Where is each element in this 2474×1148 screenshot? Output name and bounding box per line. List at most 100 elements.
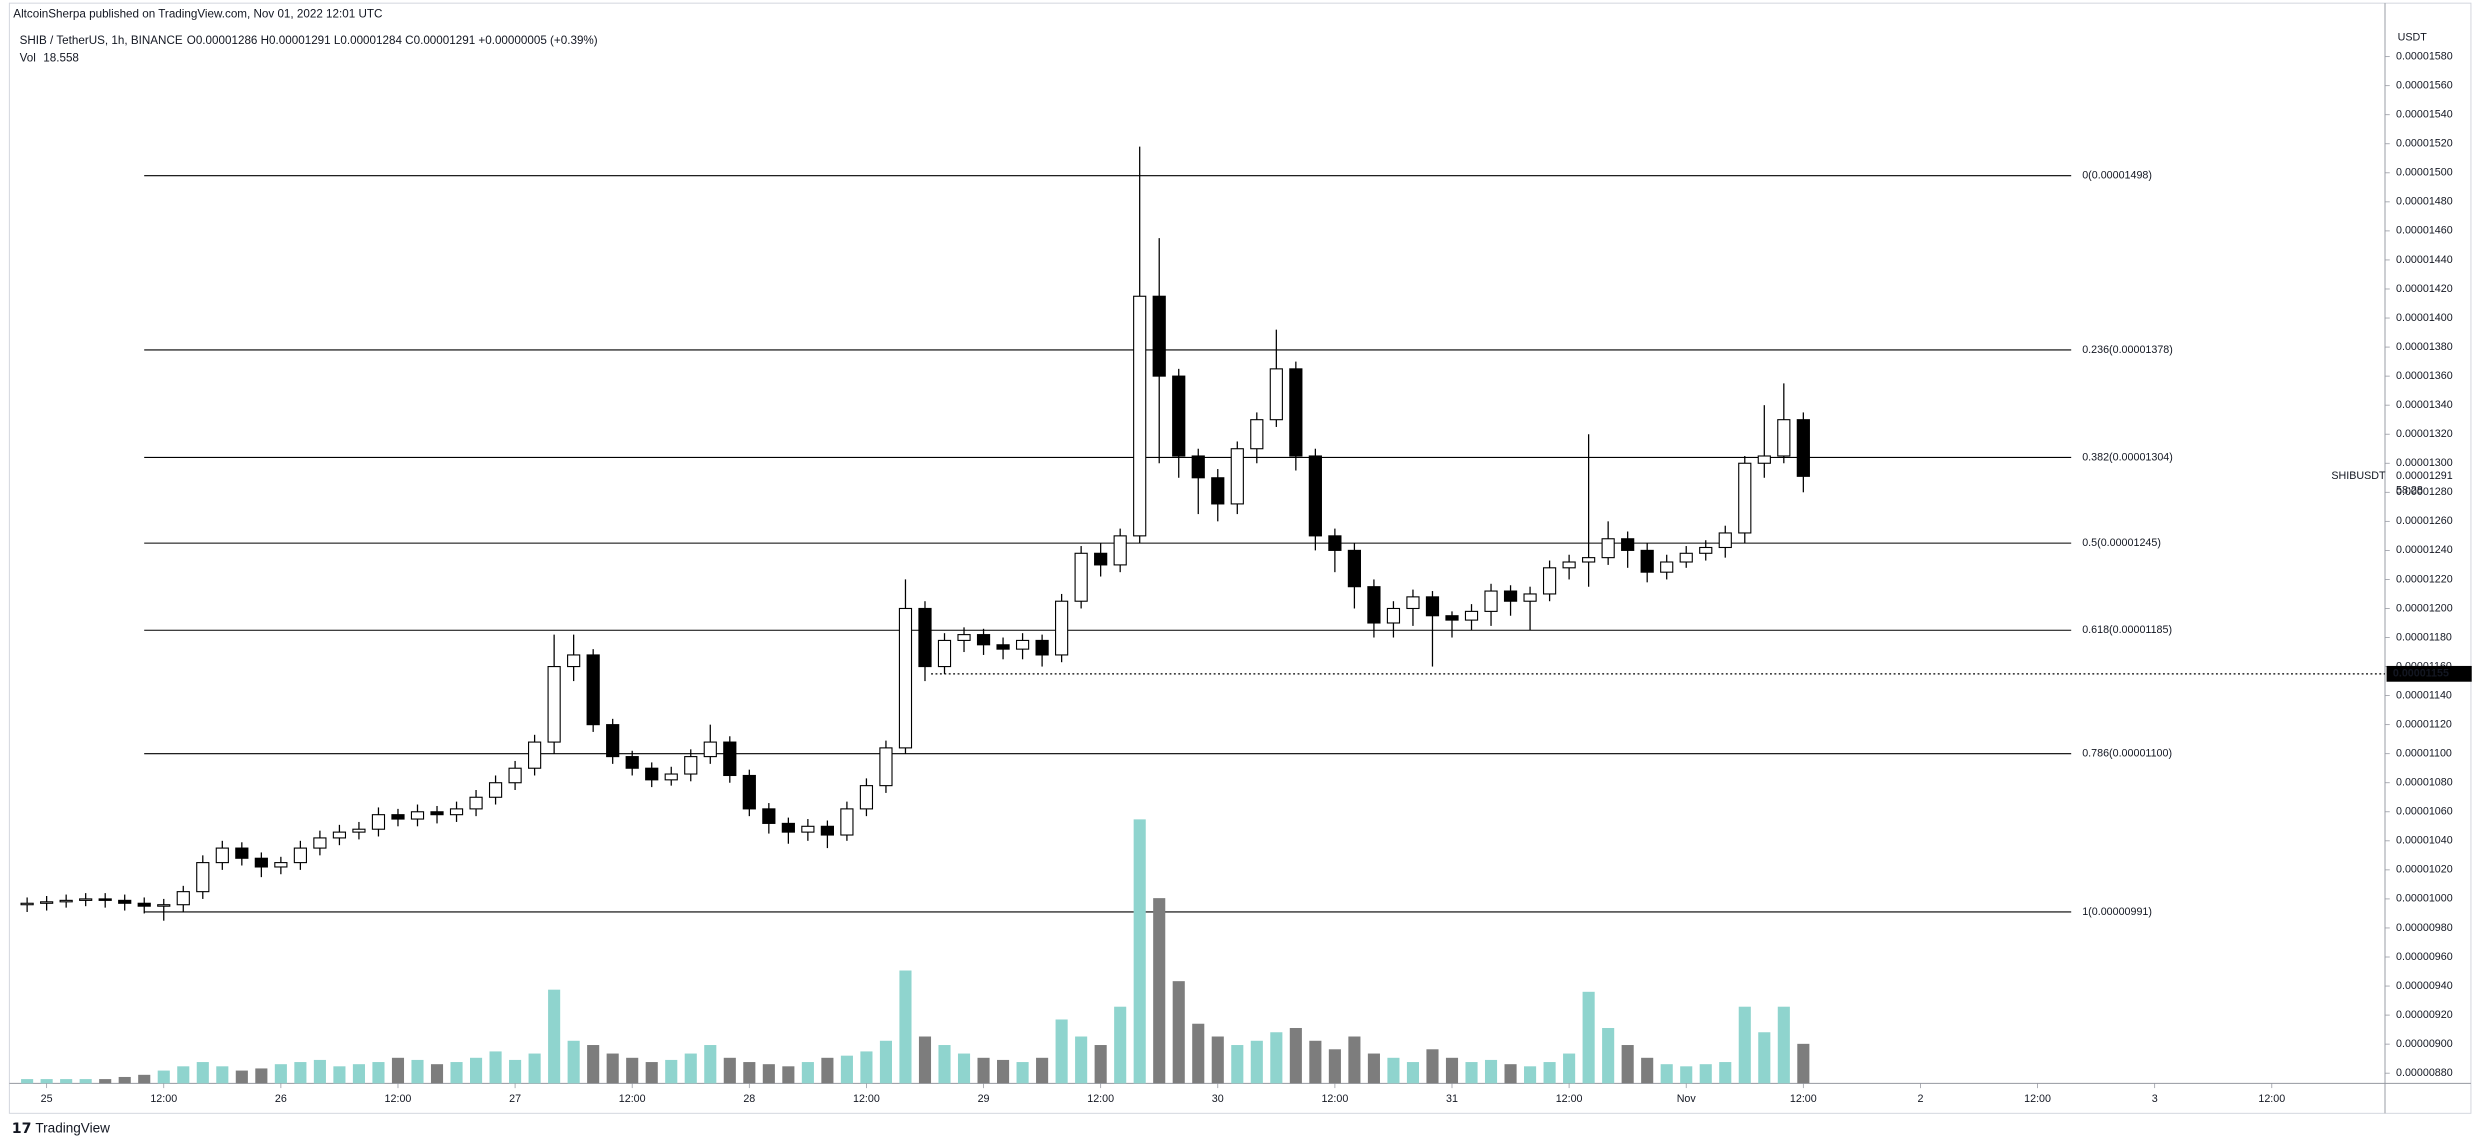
- y-tick-label: 0.00001240: [2396, 544, 2453, 556]
- candle-body: [1738, 462, 1752, 534]
- volume-layer: [21, 819, 1810, 1084]
- x-tick-label: 25: [41, 1093, 53, 1105]
- volume-bar: [1094, 1045, 1107, 1084]
- candle-body: [1503, 590, 1518, 602]
- candle-body: [469, 796, 483, 810]
- volume-bar: [177, 1066, 190, 1084]
- candle-body: [430, 811, 444, 816]
- volume-bar: [99, 1079, 112, 1084]
- volume-bar: [196, 1062, 209, 1084]
- candle-body: [391, 814, 405, 820]
- y-tick-label: 0.00001560: [2396, 80, 2453, 92]
- candle-body: [1679, 552, 1693, 563]
- candle-body: [528, 741, 542, 769]
- x-tick-label: 27: [509, 1093, 521, 1105]
- y-tick-label: 0.00001480: [2396, 196, 2453, 208]
- volume-bar: [957, 1053, 971, 1084]
- candle-body: [1582, 557, 1596, 563]
- volume-bar: [21, 1079, 34, 1084]
- volume-bar: [1114, 1006, 1127, 1084]
- y-tick-label: 0.00001040: [2396, 835, 2453, 847]
- x-tick-label: 31: [1446, 1093, 1458, 1105]
- volume-bar: [918, 1036, 932, 1084]
- x-tick-label: 12:00: [385, 1093, 412, 1105]
- volume-bar: [645, 1062, 658, 1084]
- y-tick-label: 0.00001540: [2396, 109, 2453, 121]
- candle-body: [937, 639, 952, 668]
- candle-body: [996, 644, 1010, 650]
- candle-body: [410, 811, 425, 820]
- candle-body: [1172, 375, 1186, 457]
- x-tick-label: 28: [743, 1093, 755, 1105]
- logo-mark: 𝟭𝟳: [12, 1121, 32, 1137]
- y-tick-label: 0.00000880: [2396, 1067, 2453, 1079]
- x-tick-label: 30: [1212, 1093, 1224, 1105]
- symbol: SHIB / TetherUS, 1h, BINANCE: [20, 34, 183, 47]
- volume-bar: [138, 1074, 151, 1084]
- candle-body: [781, 822, 795, 833]
- fib-label: 0.618(0.00001185): [2082, 624, 2172, 636]
- publisher: AltcoinSherpa published on TradingView.c…: [13, 7, 382, 20]
- volume-bar: [782, 1066, 795, 1084]
- y-tick-label: 0.00000960: [2396, 951, 2453, 963]
- volume-bar: [860, 1051, 873, 1084]
- candle-body: [313, 837, 327, 849]
- volume-bar: [1367, 1053, 1380, 1084]
- volume-bar: [235, 1070, 248, 1084]
- y-tick-label: 0.00001000: [2396, 893, 2453, 905]
- candle-body: [332, 831, 347, 839]
- volume-bar: [1719, 1062, 1732, 1084]
- y-tick-label: 0.00001360: [2396, 370, 2453, 382]
- candle-body: [625, 756, 639, 769]
- volume-bar: [762, 1064, 775, 1084]
- candle-body: [1484, 590, 1498, 612]
- y-tick-label: 0.00001520: [2396, 138, 2453, 150]
- volume-bar: [801, 1062, 814, 1084]
- fib-label: 0.382(0.00001304): [2082, 451, 2173, 463]
- last-price: 0.00001291: [2396, 470, 2453, 482]
- volume-bar: [1211, 1036, 1224, 1084]
- volume-bar: [333, 1066, 346, 1084]
- candle-body: [801, 825, 815, 833]
- y-tick-label: 0.00001420: [2396, 283, 2453, 295]
- volume-bar: [1524, 1066, 1537, 1084]
- x-tick-label: 26: [275, 1093, 287, 1105]
- candle-body: [1230, 448, 1244, 505]
- volume-bar: [1426, 1049, 1439, 1084]
- volume-bar: [60, 1079, 73, 1084]
- y-tick-label: 0.00001300: [2396, 457, 2453, 469]
- volume-bar: [372, 1062, 385, 1084]
- volume-bar: [1250, 1040, 1263, 1084]
- y-tick-label: 0.00001060: [2396, 806, 2453, 818]
- volume-value: 18.558: [43, 51, 79, 64]
- candle-body: [547, 666, 561, 743]
- volume-bar: [840, 1055, 853, 1084]
- logo: 𝟭𝟳 TradingView: [12, 1121, 110, 1137]
- candle-body: [98, 898, 112, 901]
- candle-body: [859, 785, 874, 810]
- y-tick-label: 0.00001460: [2396, 225, 2453, 237]
- candle-body: [449, 808, 464, 816]
- volume-bar: [977, 1057, 990, 1084]
- candle-body: [957, 634, 971, 641]
- volume-bar: [1445, 1057, 1459, 1084]
- volume-bar: [1231, 1045, 1244, 1084]
- volume-bar: [1465, 1062, 1478, 1084]
- x-tick-label: 12:00: [853, 1093, 880, 1105]
- volume-bar: [1621, 1045, 1634, 1084]
- volume-bar: [411, 1059, 424, 1084]
- candle-body: [274, 862, 288, 868]
- candle-body: [1133, 295, 1147, 537]
- x-tick-label: 2: [1917, 1093, 1923, 1105]
- volume-bar: [1563, 1053, 1576, 1084]
- candle-body: [1621, 538, 1635, 551]
- candle-body: [664, 773, 678, 781]
- candle-body: [723, 741, 737, 777]
- x-tick-label: 12:00: [1790, 1093, 1817, 1105]
- candle-body: [352, 828, 366, 833]
- volume-bar: [1406, 1062, 1420, 1084]
- candle-body: [1347, 549, 1362, 588]
- candle-body: [1289, 368, 1303, 457]
- candle-body: [79, 898, 93, 901]
